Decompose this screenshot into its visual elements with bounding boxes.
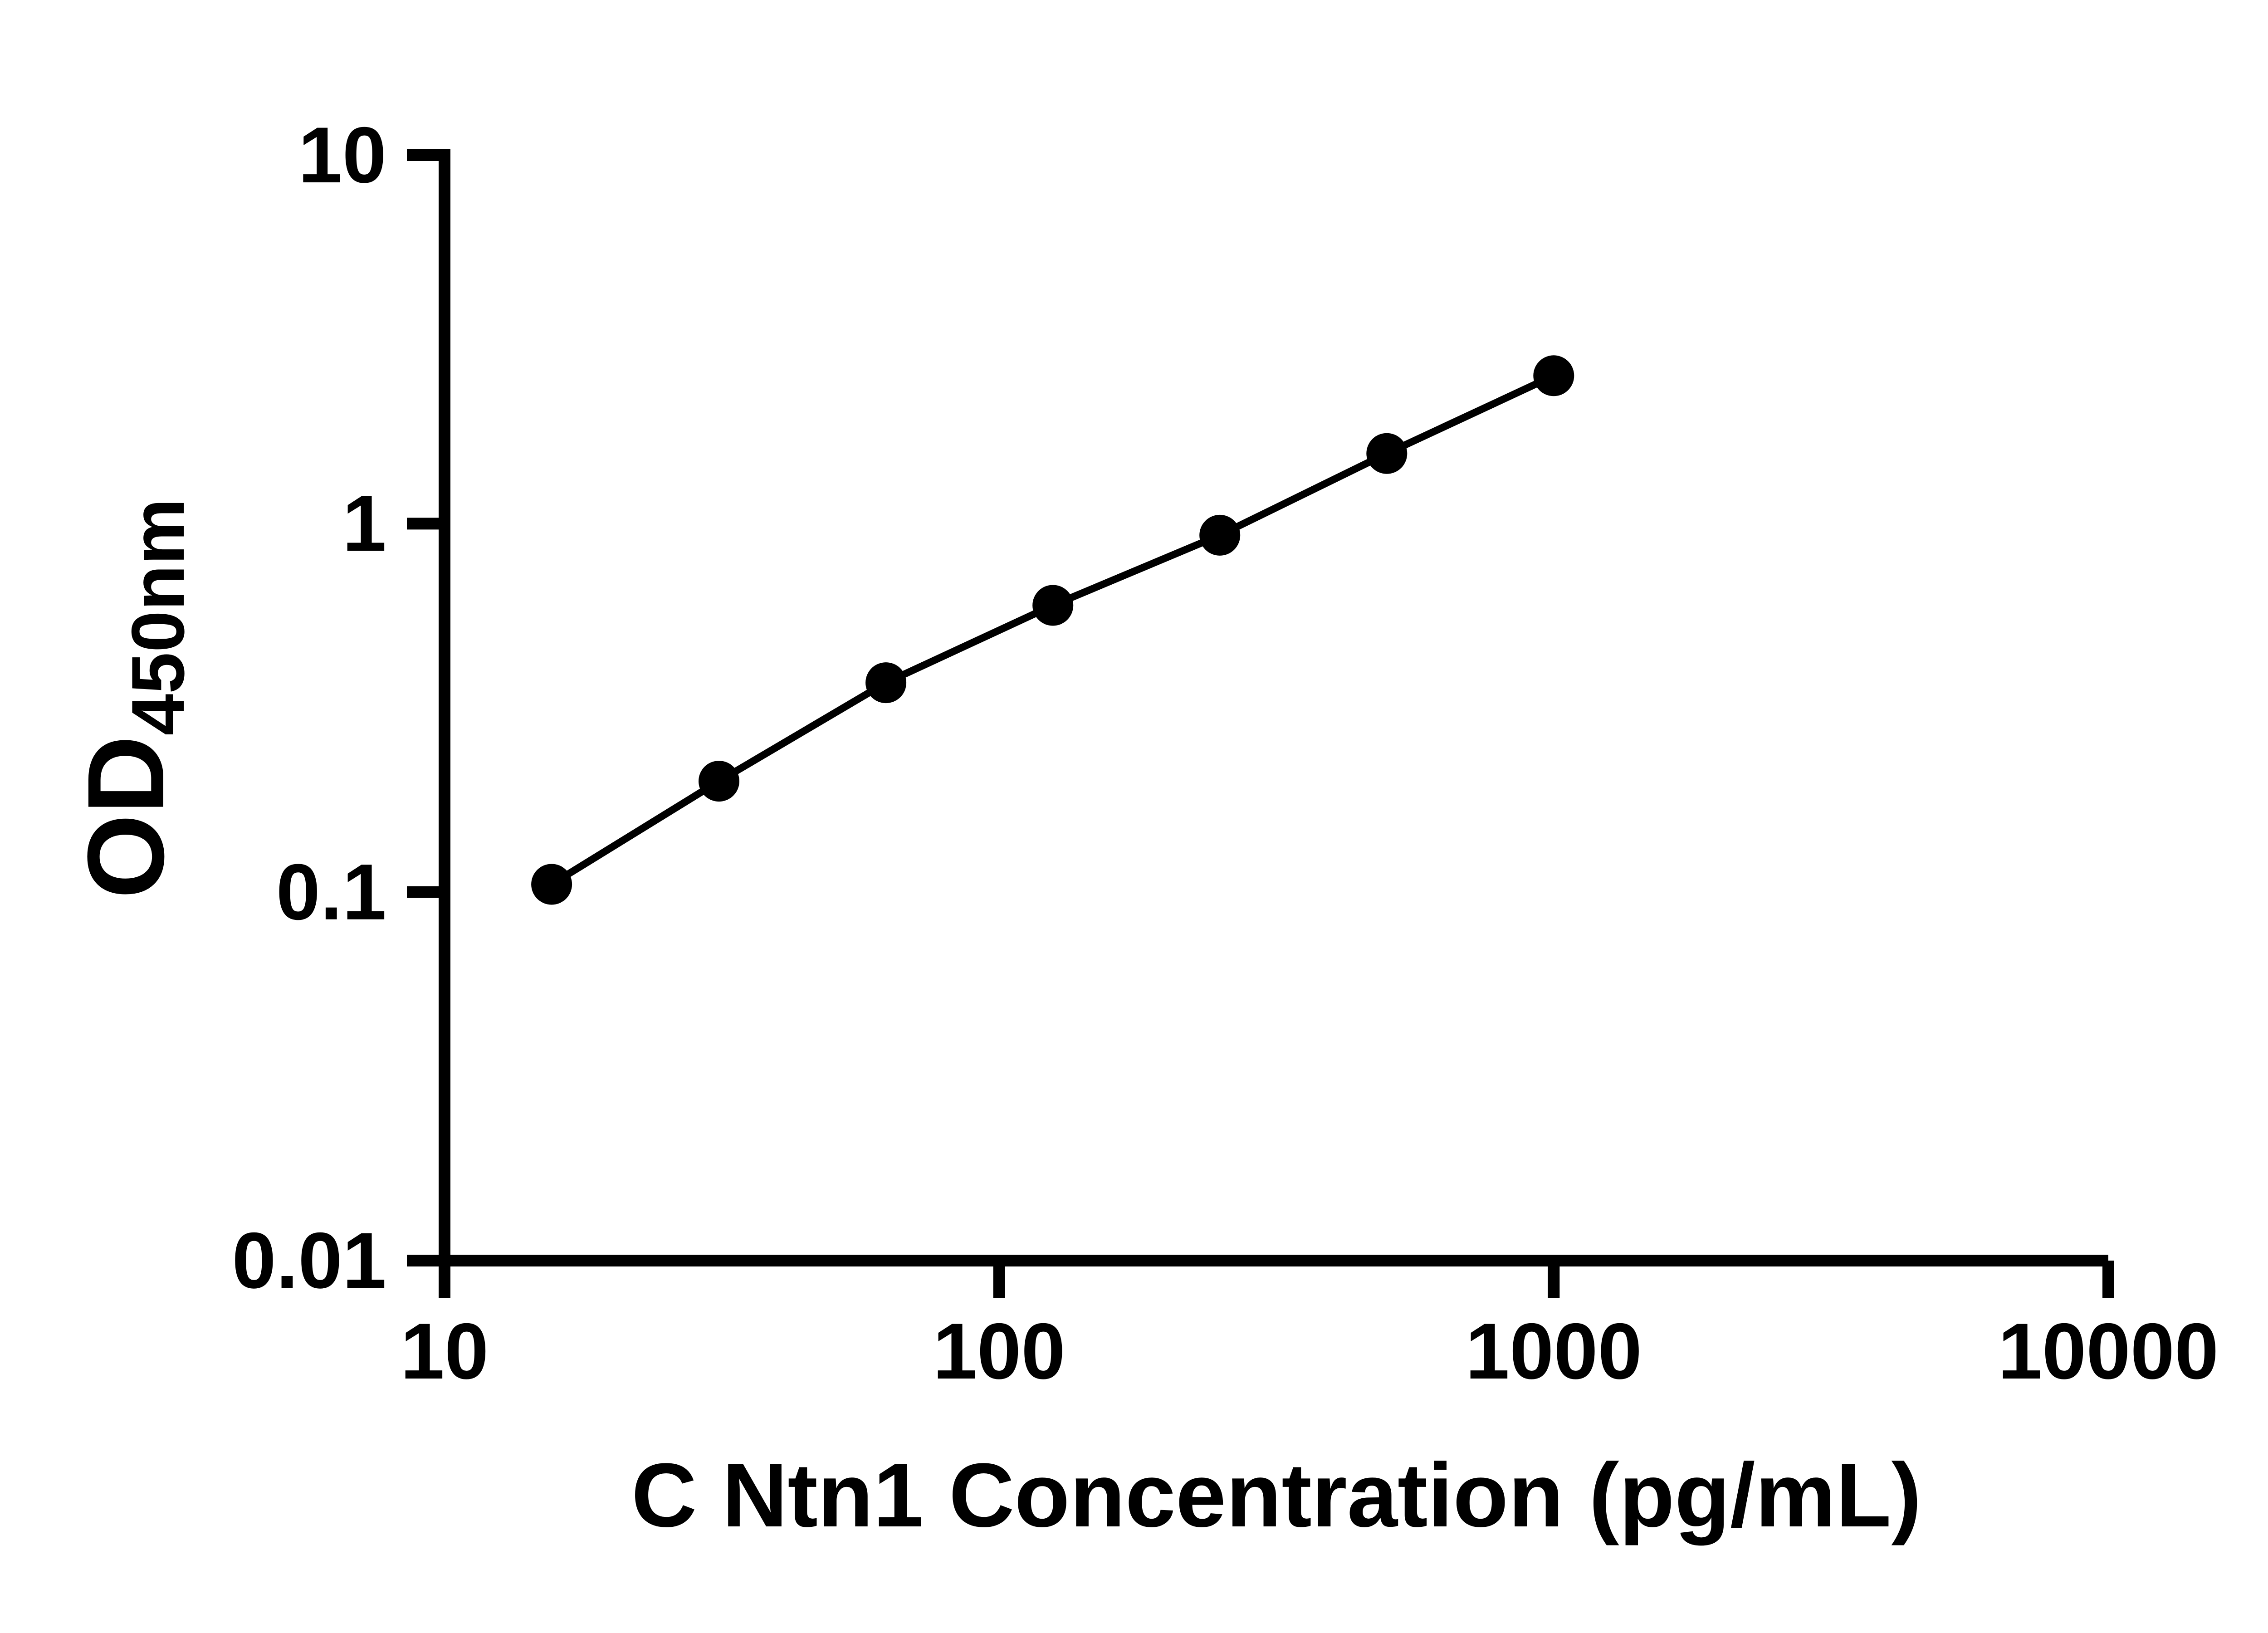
y-axis-title: OD450nm <box>65 499 200 899</box>
y-tick-label: 0.01 <box>232 1217 386 1305</box>
x-axis-title: C Ntn1 Concentration (pg/mL) <box>631 1445 1921 1546</box>
data-point-marker <box>1533 355 1574 396</box>
data-point-marker <box>1032 585 1074 626</box>
y-tick-label: 1 <box>342 479 386 568</box>
data-point-marker <box>865 662 907 704</box>
x-tick-label: 10 <box>401 1307 489 1396</box>
data-point-marker <box>699 761 739 802</box>
y-tick-label: 0.1 <box>276 848 386 937</box>
data-point-marker <box>1366 433 1408 474</box>
y-axis-title-subscript: 450nm <box>116 499 200 736</box>
y-tick-label: 10 <box>298 111 386 200</box>
x-tick-label: 10000 <box>1998 1307 2219 1396</box>
data-point-marker <box>1199 514 1241 556</box>
x-tick-label: 100 <box>933 1307 1066 1396</box>
data-point-marker <box>531 864 572 905</box>
x-tick-label: 1000 <box>1466 1307 1642 1396</box>
plot-area: 0.01 0.1 1 10 10 100 1000 10000 <box>232 111 2219 1396</box>
axes-frame <box>439 149 2108 1266</box>
y-axis-title-main: OD <box>65 735 186 899</box>
